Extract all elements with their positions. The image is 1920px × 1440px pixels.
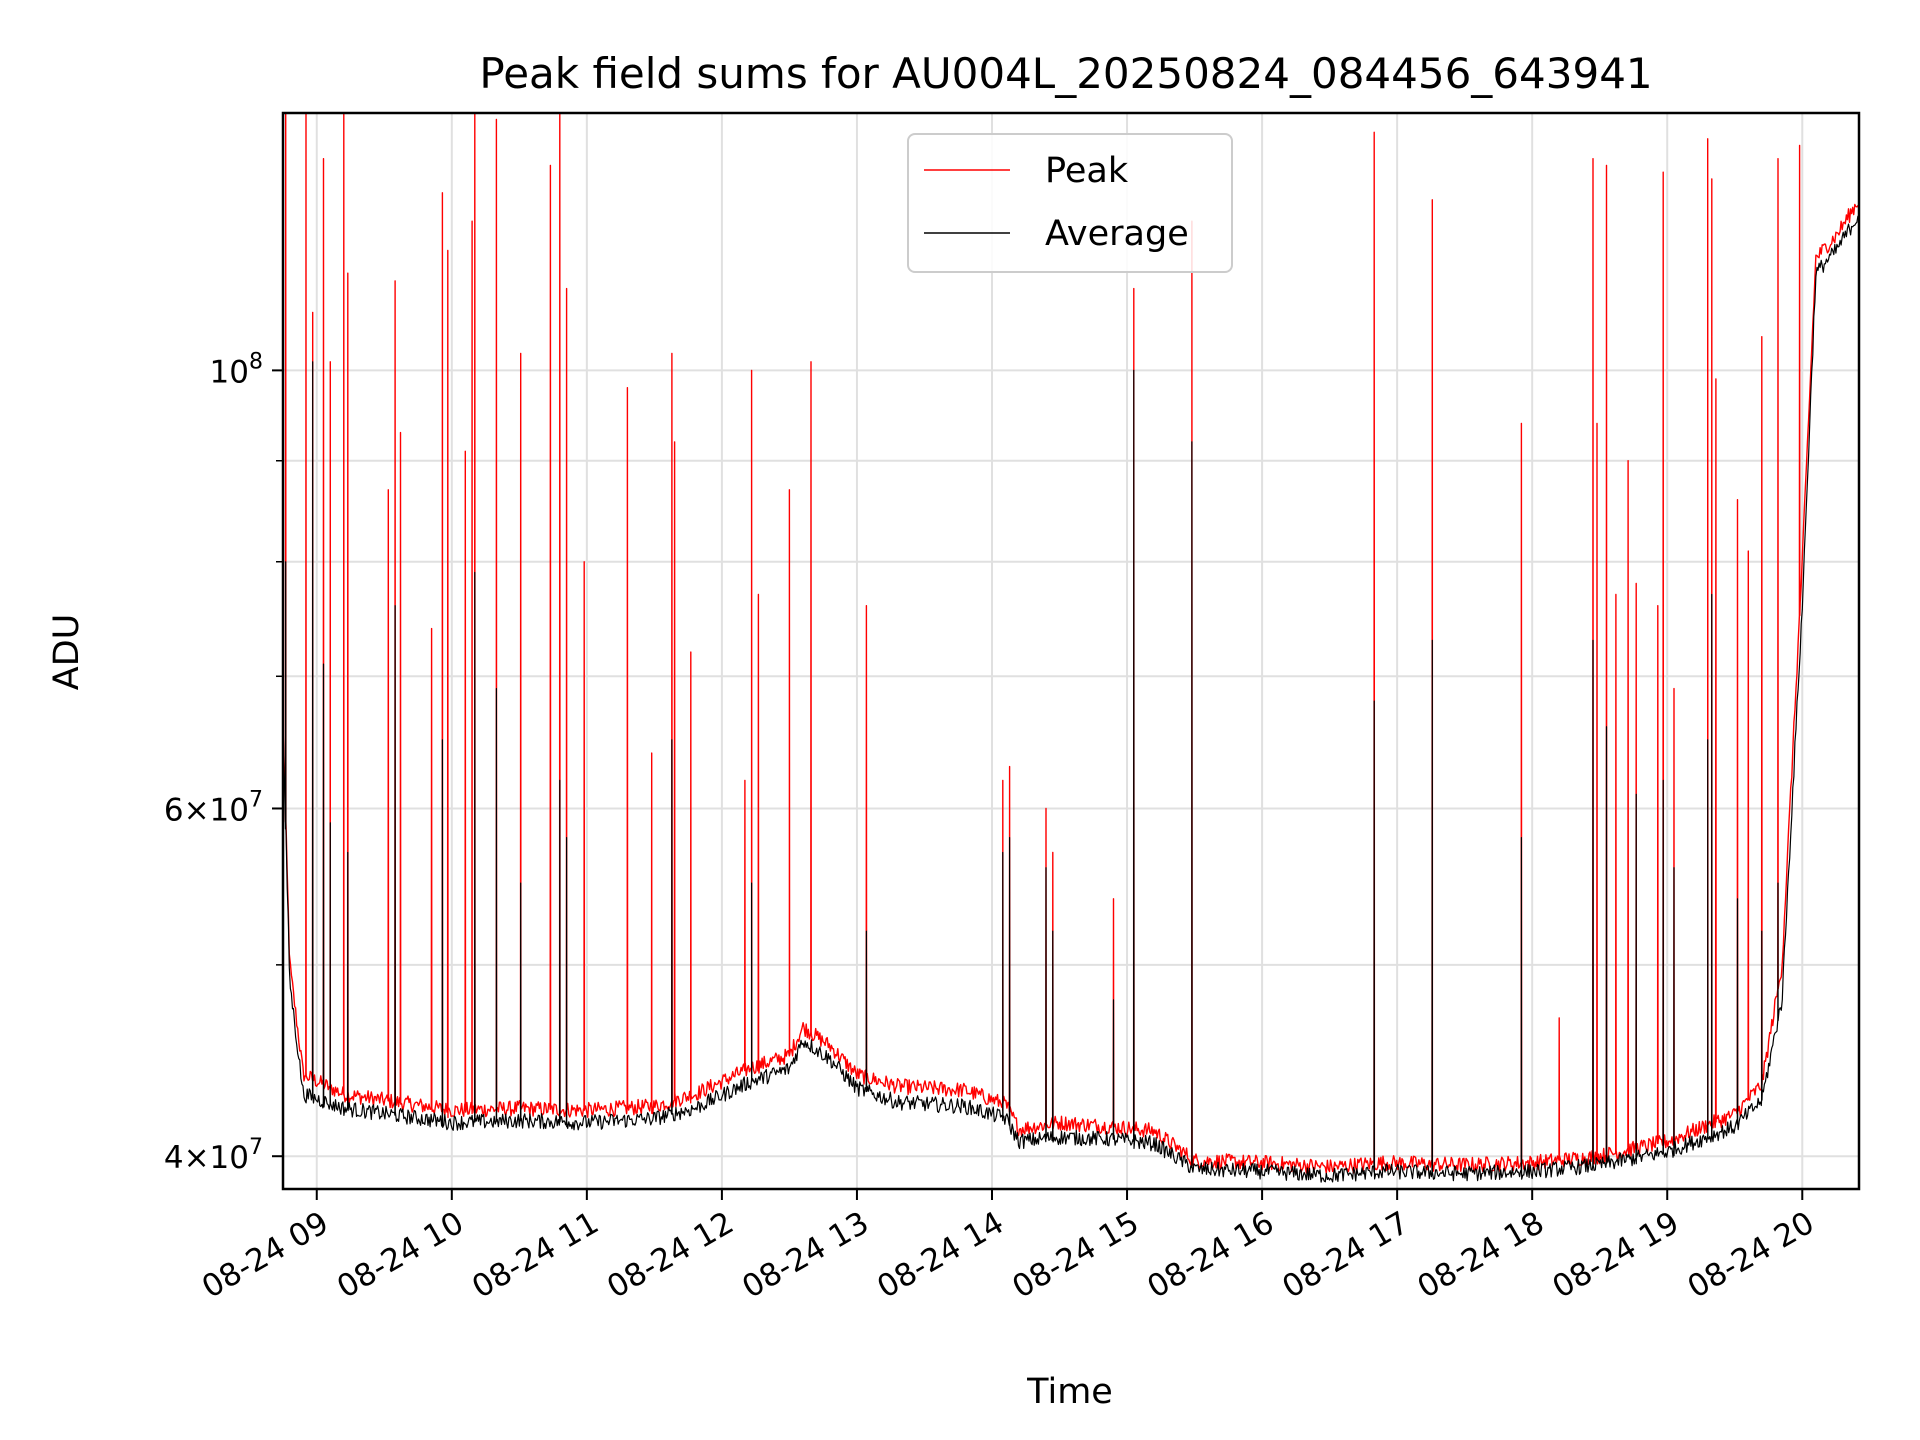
chart-title: Peak field sums for AU004L_20250824_0844… bbox=[479, 49, 1652, 98]
legend-average-label: Average bbox=[1045, 214, 1189, 254]
legend: Peak Average bbox=[907, 133, 1233, 273]
average-series-line bbox=[283, 215, 1859, 1183]
x-axis-label: Time bbox=[1026, 1372, 1113, 1412]
y-tick-label: 108 bbox=[210, 349, 263, 390]
y-tick-label: 4×107 bbox=[164, 1135, 263, 1176]
legend-peak-label: Peak bbox=[1045, 151, 1129, 191]
y-axis-label: ADU bbox=[47, 614, 87, 691]
legend-box bbox=[907, 133, 1233, 273]
series-layer bbox=[283, 113, 1859, 1183]
plot-frame bbox=[281, 111, 1861, 1191]
y-tick-label: 6×107 bbox=[164, 787, 263, 828]
